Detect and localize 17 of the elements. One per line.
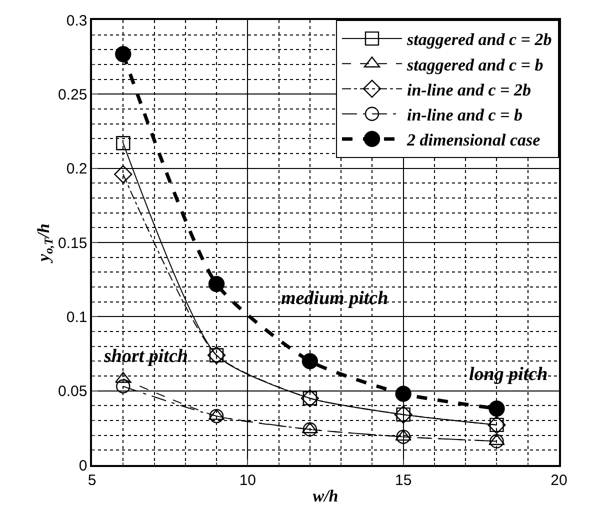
y-tick-label: 0.25 <box>58 86 88 104</box>
x-tick-label: 10 <box>239 472 256 489</box>
y-tick-label: 0.05 <box>58 383 88 400</box>
legend-label: staggered and c = b <box>406 55 544 74</box>
x-tick-label: 15 <box>394 472 412 489</box>
legend-label: in-line and c = b <box>407 105 522 124</box>
legend-label: 2 dimensional case <box>406 130 541 150</box>
x-tick-label: 5 <box>88 472 96 489</box>
y-tick-label: 0 <box>78 457 88 474</box>
legend-label: staggered and c = 2b <box>406 30 552 50</box>
y-tick-label: 0.15 <box>58 234 88 252</box>
y-tick-label: 0.3 <box>66 12 88 30</box>
y-tick-label: 0.2 <box>66 160 88 178</box>
x-axis-title: w/h <box>312 486 338 506</box>
x-tick-label: 20 <box>550 472 568 489</box>
legend-label: in-line and c = 2b <box>407 80 531 100</box>
y-tick-label: 0.1 <box>66 308 88 326</box>
